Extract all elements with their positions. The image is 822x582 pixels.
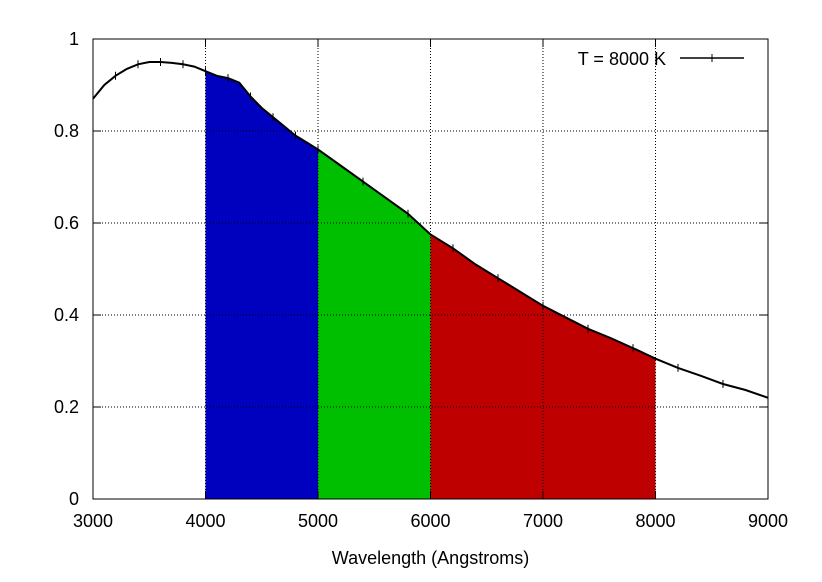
legend: T = 8000 K xyxy=(578,49,744,69)
y-tick-label: 0.4 xyxy=(54,305,79,325)
x-axis-ticks: 3000 4000 5000 6000 7000 8000 9000 xyxy=(73,39,788,531)
series-layer xyxy=(92,58,769,402)
color-bands xyxy=(205,71,656,499)
x-axis-label: Wavelength (Angstroms) xyxy=(332,548,529,568)
y-tick-label: 0.6 xyxy=(54,213,79,233)
x-tick-label: 7000 xyxy=(523,511,563,531)
legend-label: T = 8000 K xyxy=(578,49,666,69)
x-tick-label: 4000 xyxy=(185,511,225,531)
x-tick-label: 9000 xyxy=(748,511,788,531)
x-tick-label: 6000 xyxy=(410,511,450,531)
x-tick-label: 5000 xyxy=(298,511,338,531)
y-tick-label: 0.2 xyxy=(54,397,79,417)
band-0 xyxy=(205,71,318,499)
y-tick-label: 1 xyxy=(69,29,79,49)
band-1 xyxy=(318,149,431,499)
y-tick-label: 0 xyxy=(69,489,79,509)
y-tick-label: 0.8 xyxy=(54,121,79,141)
x-tick-label: 8000 xyxy=(635,511,675,531)
x-tick-label: 3000 xyxy=(73,511,113,531)
y-axis-ticks: 0 0.2 0.4 0.6 0.8 1 xyxy=(54,29,768,509)
